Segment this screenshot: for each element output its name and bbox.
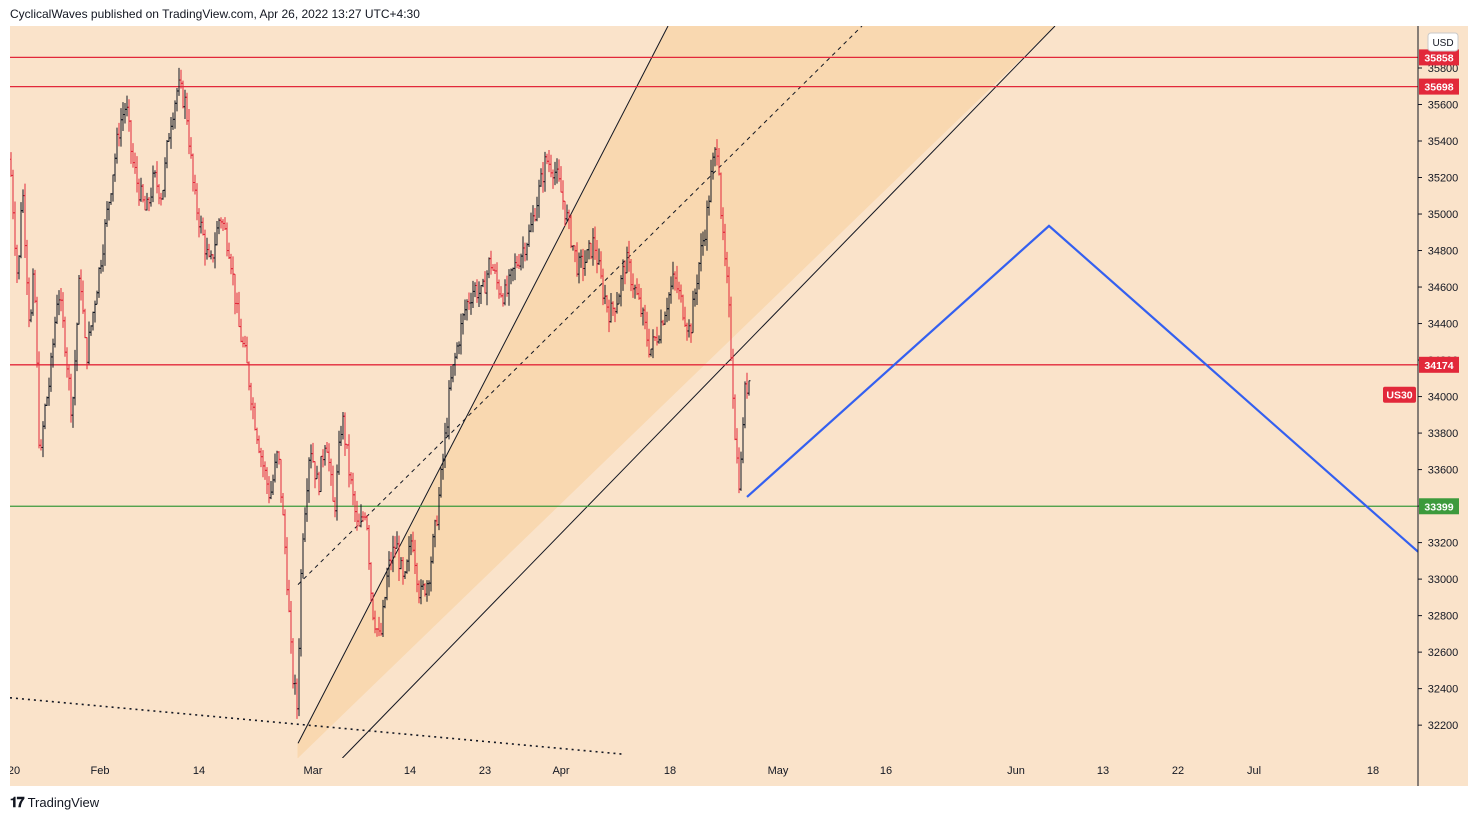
x-tick-label: 18 <box>664 765 676 777</box>
x-tick-label: 18 <box>1367 765 1379 777</box>
drawings <box>9 224 1419 756</box>
x-tick-label: 16 <box>880 765 892 777</box>
x-axis-ticks: 20 Feb 14 Mar 14 23 Apr 18 May 16 Jun 13 22 Jul 18 <box>8 765 1379 777</box>
y-tick-label: 32200 <box>1428 720 1459 732</box>
y-tick-label: 32400 <box>1428 684 1459 696</box>
y-tick-label: 34800 <box>1428 246 1459 258</box>
y-tick-label: 34000 <box>1428 392 1459 404</box>
x-tick-label: Feb <box>91 765 110 777</box>
x-tick-label: Mar <box>304 765 323 777</box>
chart-svg[interactable]: 35800 35600 35400 35200 35000 34800 34600 34400… <box>8 25 1468 786</box>
x-tick-label: Jun <box>1007 765 1025 777</box>
projection-path <box>746 224 1419 553</box>
x-tick-label: 14 <box>193 765 205 777</box>
symbol-tag-bg <box>1383 386 1416 403</box>
price-label-35698: 35698 <box>1424 82 1453 94</box>
price-label-bg <box>1419 356 1459 373</box>
price-label-bg <box>1419 78 1459 95</box>
footer-brand[interactable]: 𝟏𝟕 TradingView <box>10 794 99 811</box>
y-tick-label: 35000 <box>1428 209 1459 221</box>
price-label-bg <box>1419 49 1459 66</box>
y-tick-label: 32600 <box>1428 647 1459 659</box>
x-tick-label: 20 <box>10 765 20 777</box>
y-tick-label: 35800 <box>1428 63 1459 75</box>
y-axis-ticks: 35800 35600 35400 35200 35000 34800 34600 34400… <box>1418 63 1458 732</box>
symbol-tag-label: US30 <box>1386 390 1412 402</box>
brand-label: TradingView <box>27 795 100 810</box>
y-tick-label: 33000 <box>1428 574 1459 586</box>
x-tick-label: 22 <box>1172 765 1184 777</box>
price-label-bg <box>1419 498 1459 515</box>
price-chart[interactable]: 35800 35600 35400 35200 35000 34800 34600 34400… <box>8 25 1468 786</box>
y-tick-label: 34600 <box>1428 282 1459 294</box>
tradingview-logo-icon: 𝟏𝟕 <box>10 794 25 810</box>
x-tick-label: 13 <box>1097 765 1109 777</box>
y-tick-label: 34400 <box>1428 319 1459 331</box>
y-tick-label: 32800 <box>1428 611 1459 623</box>
levels-layer <box>10 56 1418 507</box>
price-label-35858: 35858 <box>1424 52 1453 64</box>
channel-fill <box>298 26 1055 758</box>
x-tick-label: May <box>768 765 789 777</box>
channel-upper-line <box>297 25 669 744</box>
currency-label: USD <box>1427 32 1459 52</box>
currency-text: USD <box>1432 38 1453 49</box>
dotted-trendline <box>9 696 626 756</box>
x-tick-label: Apr <box>552 765 569 777</box>
channel-layer <box>297 25 1056 759</box>
x-tick-label: 14 <box>404 765 416 777</box>
price-label-33399: 33399 <box>1424 501 1453 513</box>
price-axis[interactable] <box>1418 26 1468 786</box>
y-tick-label: 33200 <box>1428 538 1459 550</box>
y-tick-label: 33800 <box>1428 428 1459 440</box>
price-label-34174: 34174 <box>1424 360 1453 372</box>
publisher-info: CyclicalWaves published on TradingView.c… <box>10 7 420 21</box>
y-tick-label: 35200 <box>1428 173 1459 185</box>
y-tick-label: 35400 <box>1428 136 1459 148</box>
channel-lower-line <box>342 25 1056 759</box>
y-tick-label: 33600 <box>1428 465 1459 477</box>
candles <box>9 67 751 719</box>
x-tick-label: Jul <box>1247 765 1261 777</box>
y-tick-label: 35600 <box>1428 99 1459 111</box>
price-labels: 35858 35698 34174 33399 US30 <box>1383 49 1459 515</box>
x-tick-label: 23 <box>479 765 491 777</box>
time-axis[interactable] <box>10 758 1418 786</box>
